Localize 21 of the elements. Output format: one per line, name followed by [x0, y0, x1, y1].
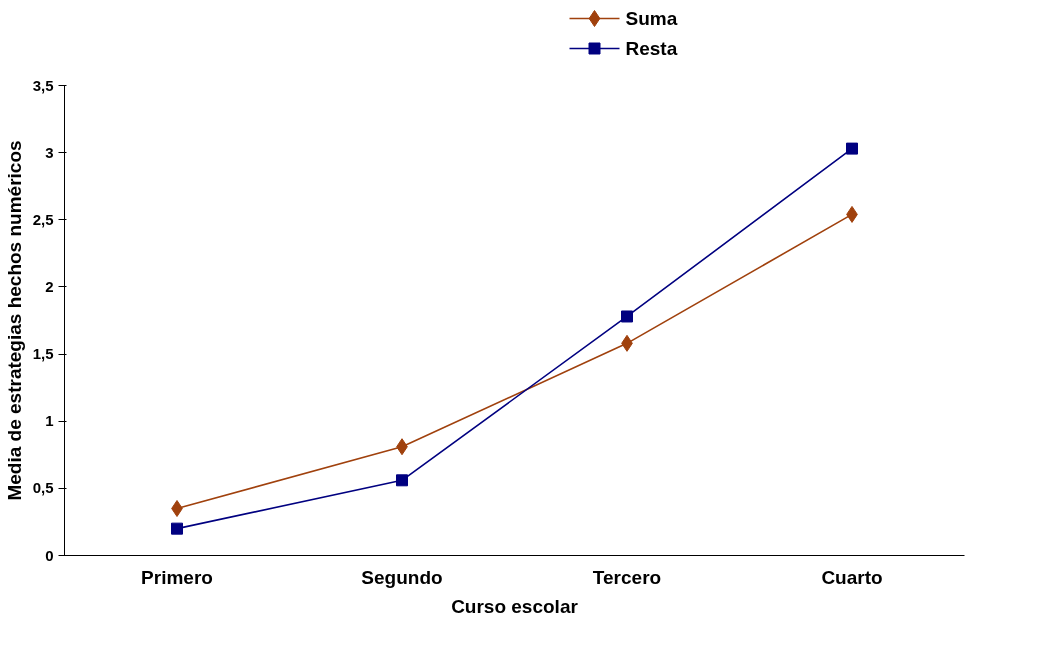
y-tick-label: 3: [45, 143, 54, 161]
y-axis-title: Media de estrategias hechos numéricos: [3, 140, 25, 501]
y-tick-label: 3,5: [32, 76, 54, 94]
legend-label: Resta: [625, 38, 678, 59]
point: [396, 474, 408, 487]
y-tick-label: 1: [45, 412, 54, 430]
point: [621, 310, 633, 323]
legend-label: Suma: [625, 8, 678, 29]
point: [171, 500, 183, 517]
y-tick-label: 0,5: [32, 479, 54, 497]
x-axis-title: Curso escolar: [451, 595, 579, 617]
y-tick-label: 2: [45, 277, 54, 295]
y-tick-label: 1,5: [32, 345, 54, 363]
x-tick-label: Tercero: [592, 566, 662, 588]
point: [846, 142, 858, 155]
x-tick-label: Primero: [141, 566, 213, 588]
y-tick-label: 0: [45, 546, 54, 564]
x-tick-label: Segundo: [361, 566, 443, 588]
x-tick-label: Cuarto: [821, 566, 883, 588]
y-tick-label: 2,5: [32, 210, 54, 228]
point: [171, 522, 183, 535]
